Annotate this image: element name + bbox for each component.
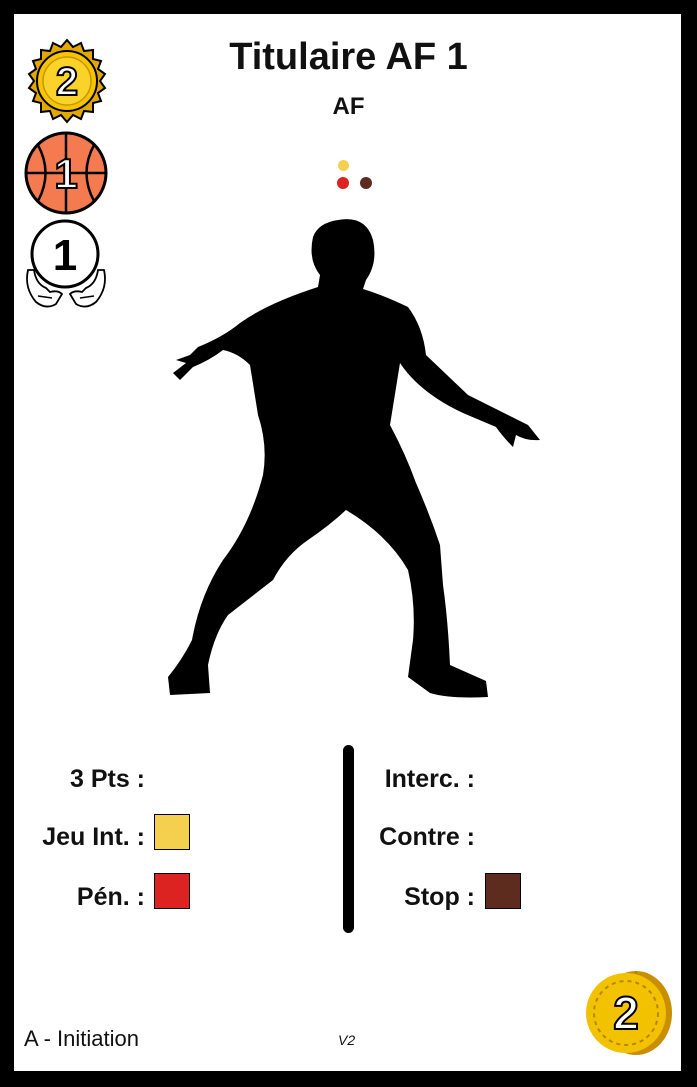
- hands-value: 1: [53, 231, 77, 280]
- stat-label-3pts: 3 Pts :: [69, 765, 145, 793]
- stat-label-pen: Pén. :: [76, 883, 145, 911]
- red-dot: [337, 177, 349, 189]
- stop-swatch: [485, 873, 521, 909]
- pen-swatch: [154, 873, 190, 909]
- version-label: V2: [338, 1032, 356, 1048]
- shot-value: 1: [54, 150, 77, 197]
- stat-label-jeu-int: Jeu Int. :: [42, 823, 145, 851]
- coin-value: 2: [613, 987, 639, 1039]
- cost-value: 2: [56, 60, 78, 104]
- player-silhouette-icon: [168, 219, 540, 698]
- hands-ball-icon: 1: [26, 219, 106, 308]
- gold-coin-icon: 2: [586, 971, 672, 1055]
- stat-label-interc: Interc. :: [384, 765, 475, 793]
- stat-label-stop: Stop :: [404, 883, 475, 911]
- stat-label-contre: Contre :: [379, 823, 475, 851]
- yellow-dot: [338, 160, 349, 171]
- card-title: Titulaire AF 1: [229, 36, 468, 78]
- gold-star-badge-icon: 2: [27, 38, 107, 124]
- card-subtitle: AF: [332, 93, 365, 120]
- stats-divider: [343, 745, 354, 933]
- level-label: A - Initiation: [24, 1026, 139, 1051]
- jeu-int-swatch: [154, 814, 190, 850]
- brown-dot: [360, 177, 372, 189]
- basketball-icon: 1: [24, 131, 108, 215]
